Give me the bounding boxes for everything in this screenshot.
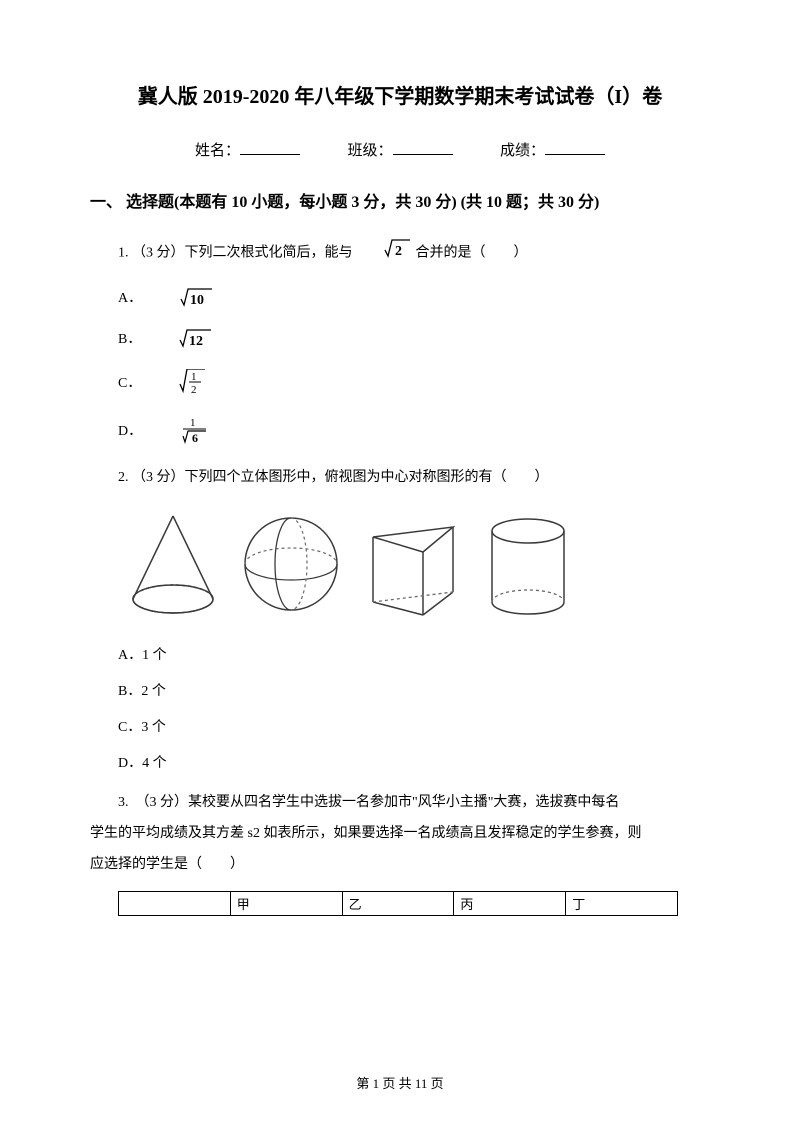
cell-ding: 丁 [566,891,678,915]
prism-icon [373,527,453,615]
sqrt-12-icon: 12 [151,328,215,353]
cell-yi: 乙 [342,891,454,915]
info-line: 姓名： 班级： 成绩： [90,139,710,160]
sphere-icon [245,518,337,610]
section-heading: 一、 选择题(本题有 10 小题，每小题 3 分，共 30 分) (共 10 题… [90,188,710,212]
name-label: 姓名： [195,143,240,159]
solid-figures [118,509,710,624]
svg-text:1: 1 [190,417,196,429]
name-blank [240,140,300,155]
q2-option-b: B．2 个 [90,680,710,700]
svg-text:12: 12 [189,334,203,348]
q3-line1: 3. （3 分）某校要从四名学生中选拔一名参加市"风华小主播"大赛，选拔赛中每名 [90,788,710,819]
q2-option-c: C．3 个 [90,716,710,736]
svg-text:10: 10 [190,293,204,307]
svg-text:2: 2 [395,244,402,258]
class-label: 班级： [347,143,392,159]
svg-text:6: 6 [192,431,198,444]
page-footer: 第 1 页 共 11 页 [0,1073,800,1092]
cylinder-icon [492,519,564,614]
student-table: 甲 乙 丙 丁 [118,891,678,916]
q1-option-d: D． 16 [90,416,710,449]
question-2: 2. （3 分）下列四个立体图形中，俯视图为中心对称图形的有（ ） [90,465,710,492]
class-blank [393,140,453,155]
score-label: 成绩： [500,143,545,159]
q1-option-a: A． 10 [90,287,710,312]
q1-option-c: C． 12 [90,369,710,400]
q2-option-a: A．1 个 [90,644,710,664]
q3-line2: 学生的平均成绩及其方差 s2 如表所示，如果要选择一名成绩高且发挥稳定的学生参赛… [90,826,641,841]
cell-bing: 丙 [454,891,566,915]
sqrt-2-icon: 2 [356,238,412,269]
table-row: 甲 乙 丙 丁 [119,891,678,915]
svg-text:1: 1 [191,371,197,383]
cell-empty [119,891,231,915]
q1-pre: 1. （3 分）下列二次根式化简后，能与 [118,246,356,261]
page-title: 冀人版 2019-2020 年八年级下学期数学期末考试试卷（I）卷 [90,80,710,109]
opt-label: C． [118,376,141,391]
sqrt-half-icon: 12 [151,369,209,400]
opt-label: B． [118,332,141,347]
q1-option-b: B． 12 [90,328,710,353]
q1-post: 合并的是（ ） [416,246,528,261]
sqrt-10-icon: 10 [152,287,216,312]
one-over-sqrt6-icon: 16 [152,416,210,449]
question-3: 3. （3 分）某校要从四名学生中选拔一名参加市"风华小主播"大赛，选拔赛中每名… [90,788,710,880]
score-blank [545,140,605,155]
opt-label: D． [118,424,142,439]
cell-jia: 甲 [230,891,342,915]
question-1: 1. （3 分）下列二次根式化简后，能与 2 合并的是（ ） [90,238,710,269]
q3-line3: 应选择的学生是（ ） [90,857,244,872]
cone-icon [133,516,213,613]
q2-option-d: D．4 个 [90,752,710,772]
solids-svg [118,509,598,619]
opt-label: A． [118,291,142,306]
svg-text:2: 2 [191,384,197,395]
